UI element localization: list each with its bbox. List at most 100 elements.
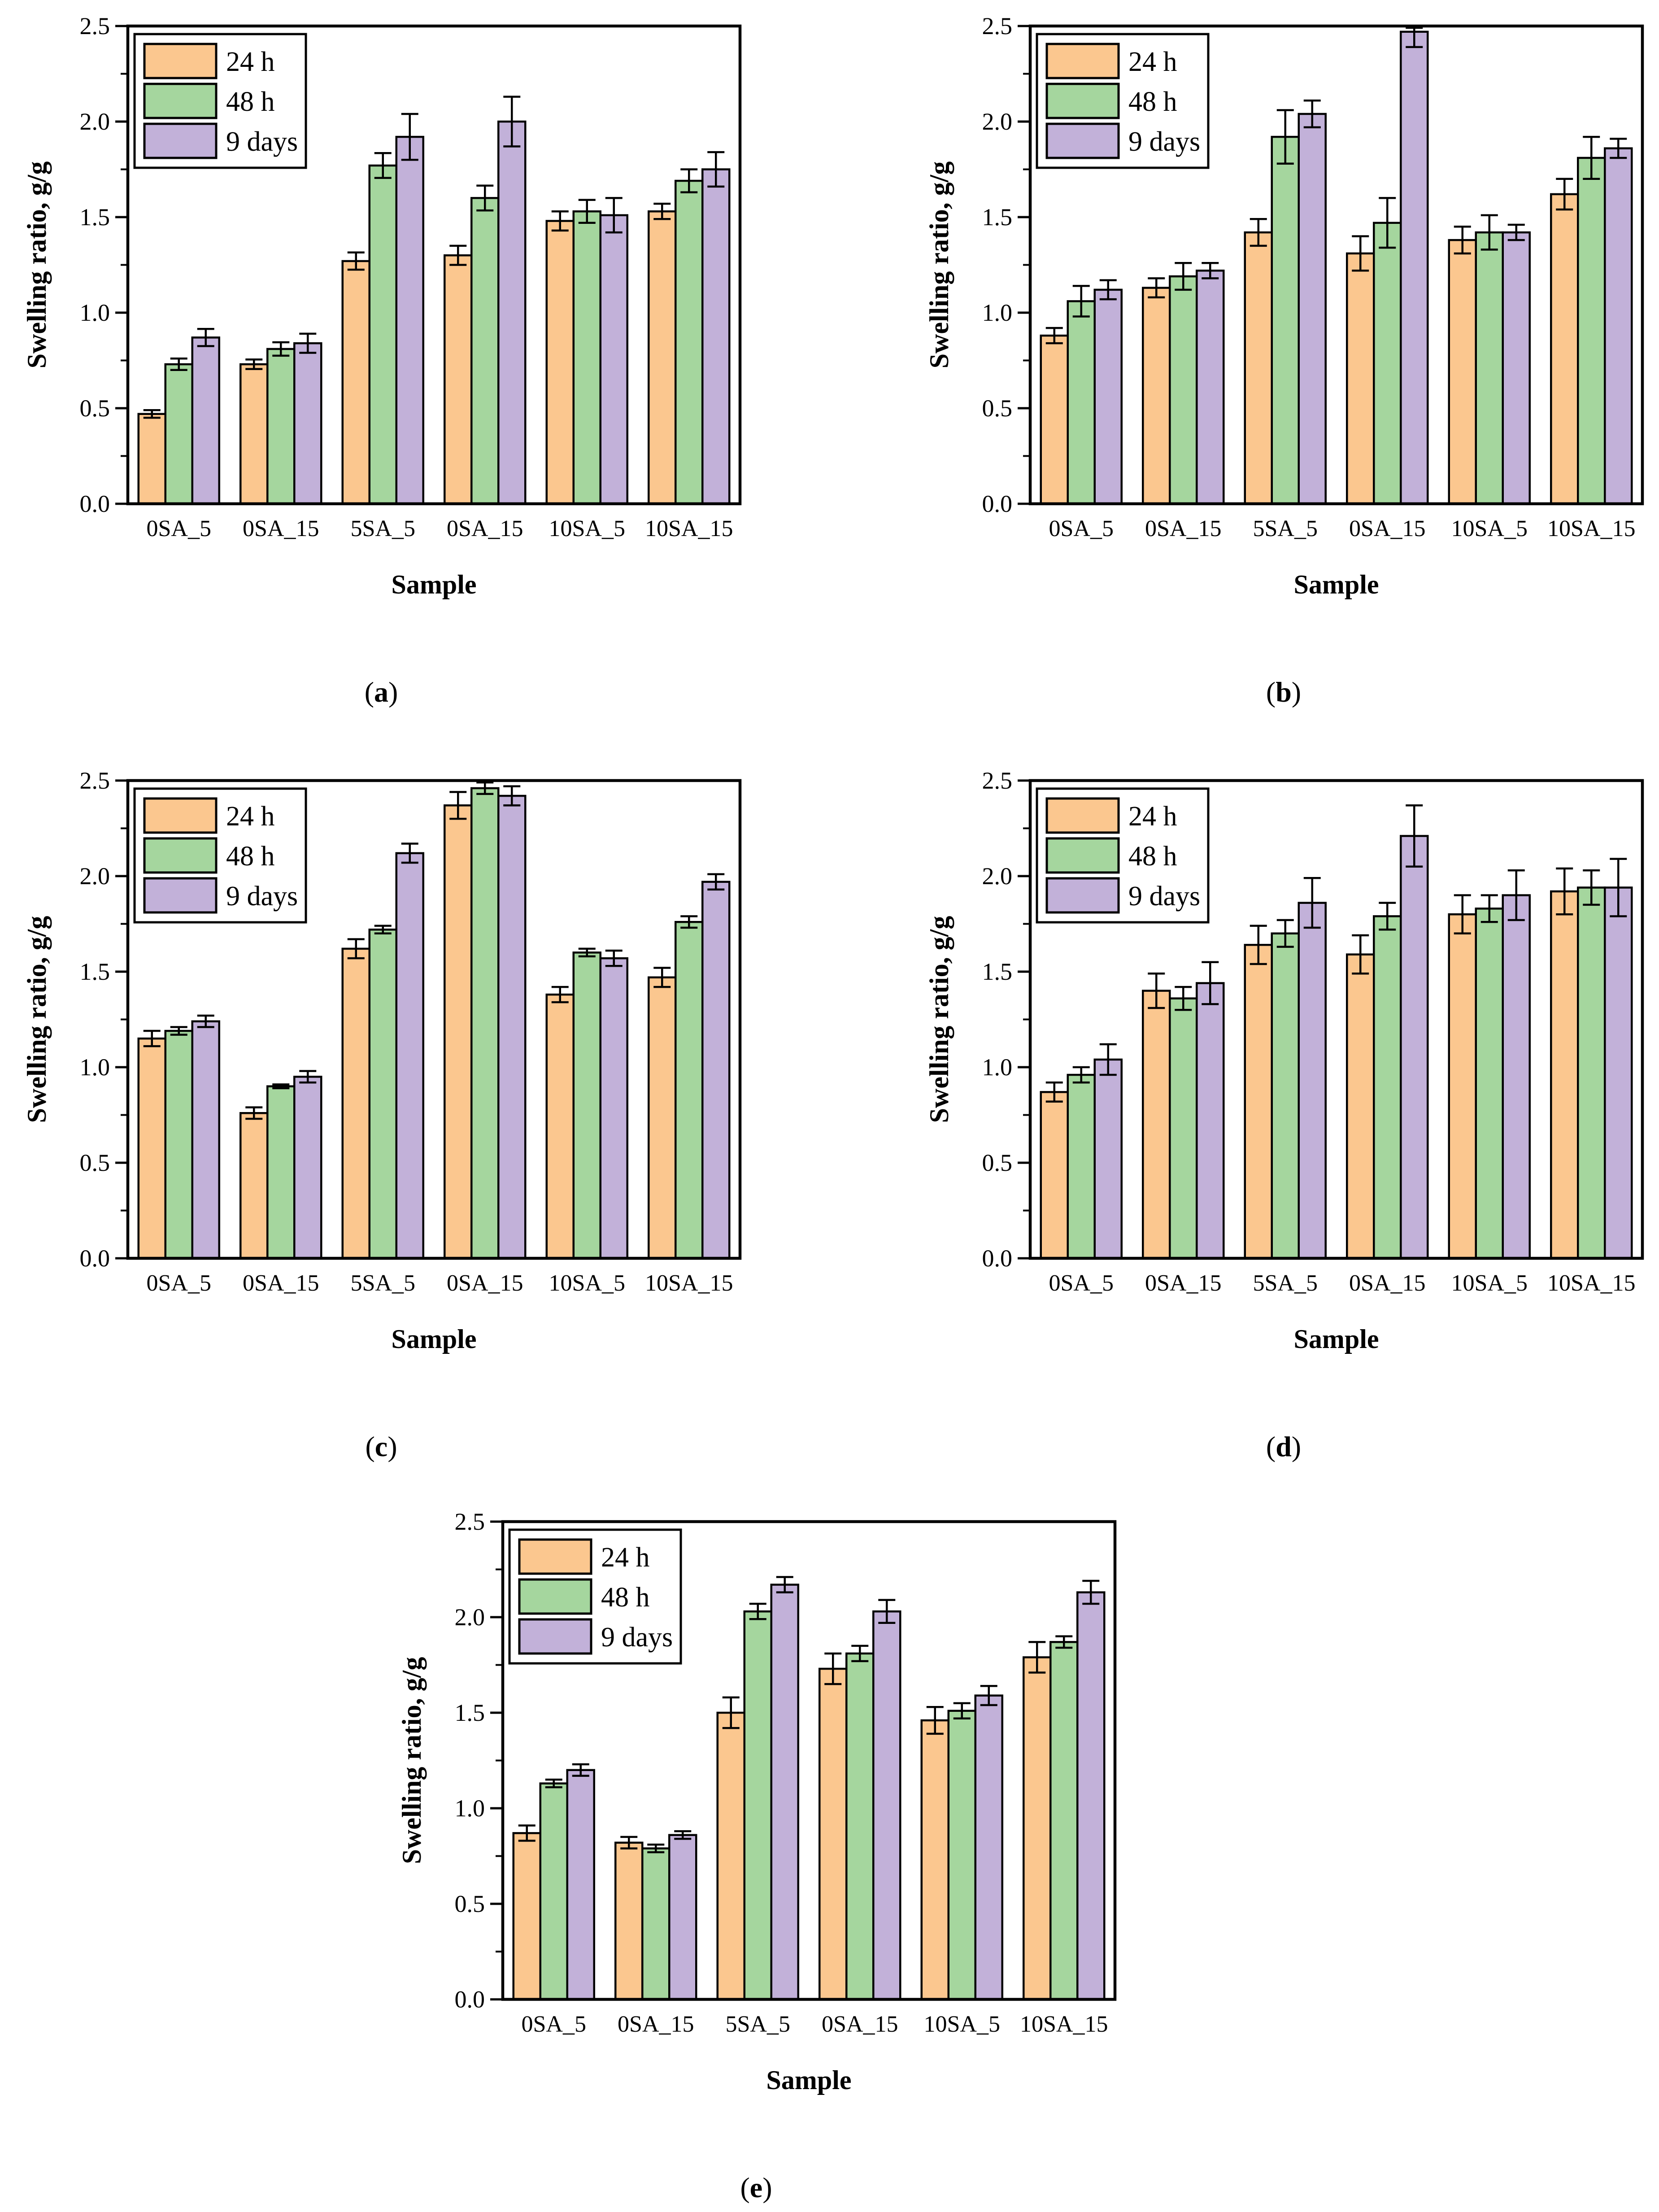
- category-label: 0SA_15: [618, 2011, 694, 2037]
- category-label: 10SA_5: [924, 2011, 1000, 2037]
- y-tick-label: 1.0: [80, 1054, 110, 1081]
- bar: [497, 120, 527, 505]
- panel-letter-text: e: [749, 2172, 763, 2203]
- bar: [648, 976, 677, 1260]
- category-label: 0SA_15: [447, 516, 523, 541]
- bar: [341, 260, 370, 505]
- legend-swatch: [143, 43, 218, 79]
- bar: [1502, 231, 1531, 505]
- category-label: 0SA_15: [822, 2011, 898, 2037]
- y-tick-label: 1.5: [982, 204, 1013, 231]
- bar: [1049, 1641, 1079, 2001]
- legend-label: 9 days: [1128, 881, 1200, 912]
- category-label: 0SA_15: [243, 516, 319, 541]
- bar: [1550, 193, 1579, 505]
- bar: [1244, 944, 1273, 1260]
- legend-label: 24 h: [1128, 47, 1177, 77]
- category-label: 0SA_15: [447, 1270, 523, 1296]
- legend-swatch: [143, 837, 218, 874]
- y-tick-label: 1.5: [80, 204, 110, 231]
- y-tick-label: 2.0: [80, 108, 110, 135]
- bar: [1093, 288, 1123, 505]
- bar: [395, 135, 424, 505]
- bar: [743, 1610, 772, 2001]
- category-label: 0SA_5: [1049, 1270, 1114, 1296]
- panel-letter-a: a: [13, 676, 749, 709]
- bar: [164, 363, 193, 505]
- legend-label: 48 h: [226, 87, 275, 117]
- bar: [164, 1030, 193, 1260]
- category-label: 5SA_5: [726, 2011, 790, 2037]
- bar: [947, 1710, 976, 2001]
- y-axis-label: Swelling ratio, g/g: [22, 916, 52, 1123]
- bar: [1271, 135, 1300, 505]
- bar: [599, 957, 628, 1260]
- bar: [293, 342, 322, 505]
- bar: [1346, 252, 1375, 505]
- legend-label: 9 days: [601, 1622, 673, 1653]
- category-label: 5SA_5: [1253, 516, 1318, 541]
- bar: [1067, 1073, 1096, 1260]
- panel-letter-c: c: [13, 1430, 749, 1463]
- bar: [191, 336, 220, 505]
- panel-letter-text: c: [374, 1431, 388, 1462]
- category-label: 0SA_15: [1349, 516, 1425, 541]
- y-tick-label: 0.0: [80, 1245, 110, 1272]
- legend-label: 24 h: [601, 1542, 650, 1573]
- bar: [1067, 300, 1096, 505]
- panel-b: 0.0 0.5 1.0 1.5 2.0 2.5 0SA_5 0SA_15 5SA_5 0SA_15…: [916, 8, 1651, 709]
- bar: [1298, 113, 1327, 505]
- y-tick-label: 1.5: [80, 958, 110, 985]
- legend-label: 48 h: [226, 841, 275, 872]
- legend-label: 9 days: [226, 881, 298, 912]
- y-tick-label: 2.5: [80, 767, 110, 794]
- category-label: 0SA_5: [522, 2011, 586, 2037]
- category-label: 10SA_15: [1547, 516, 1635, 541]
- bar: [701, 168, 731, 505]
- bar: [545, 220, 575, 505]
- bar: [641, 1847, 671, 2001]
- bar: [1400, 835, 1429, 1260]
- legend-swatch: [518, 1578, 592, 1615]
- bar: [1040, 1091, 1069, 1260]
- category-label: 0SA_15: [243, 1270, 319, 1296]
- bar: [137, 1037, 166, 1260]
- bar-chart-b: 0.0 0.5 1.0 1.5 2.0 2.5 0SA_5 0SA_15 5SA_5 0SA_15…: [924, 13, 1644, 599]
- panel-letter-b: b: [916, 676, 1651, 709]
- bar: [1142, 287, 1171, 505]
- category-label: 0SA_5: [147, 516, 211, 541]
- bar: [566, 1769, 595, 2001]
- bar: [614, 1841, 644, 2001]
- bar: [191, 1020, 220, 1260]
- y-tick-label: 1.0: [455, 1795, 485, 1822]
- bar: [716, 1711, 745, 2001]
- y-tick-label: 2.0: [982, 863, 1013, 890]
- bar: [1169, 275, 1198, 505]
- y-tick-label: 0.0: [982, 1245, 1013, 1272]
- category-label: 10SA_15: [1020, 2011, 1108, 2037]
- bar: [293, 1076, 322, 1260]
- legend-swatch: [1045, 83, 1120, 119]
- bar: [1196, 270, 1225, 505]
- y-axis-label: Swelling ratio, g/g: [924, 161, 954, 369]
- bar: [1502, 894, 1531, 1260]
- panel-letter-d: d: [916, 1430, 1651, 1463]
- bar: [675, 921, 704, 1260]
- bar: [470, 787, 500, 1260]
- category-label: 0SA_5: [147, 1270, 211, 1296]
- bar: [239, 1112, 269, 1260]
- legend-label: 48 h: [1128, 87, 1177, 117]
- y-tick-label: 2.5: [80, 13, 110, 39]
- category-label: 10SA_15: [645, 1270, 733, 1296]
- bar: [497, 794, 527, 1260]
- y-tick-label: 0.0: [982, 490, 1013, 517]
- category-label: 5SA_5: [351, 1270, 415, 1296]
- y-tick-label: 0.0: [80, 490, 110, 517]
- bar-chart-e: 0.0 0.5 1.0 1.5 2.0 2.5 0SA_5 0SA_15 5SA_5 0SA_15…: [397, 1508, 1117, 2095]
- bar: [1604, 147, 1633, 505]
- y-tick-label: 0.5: [455, 1890, 485, 1917]
- bar: [137, 413, 166, 505]
- bar: [444, 254, 473, 505]
- bar: [368, 164, 397, 505]
- bar: [648, 210, 677, 505]
